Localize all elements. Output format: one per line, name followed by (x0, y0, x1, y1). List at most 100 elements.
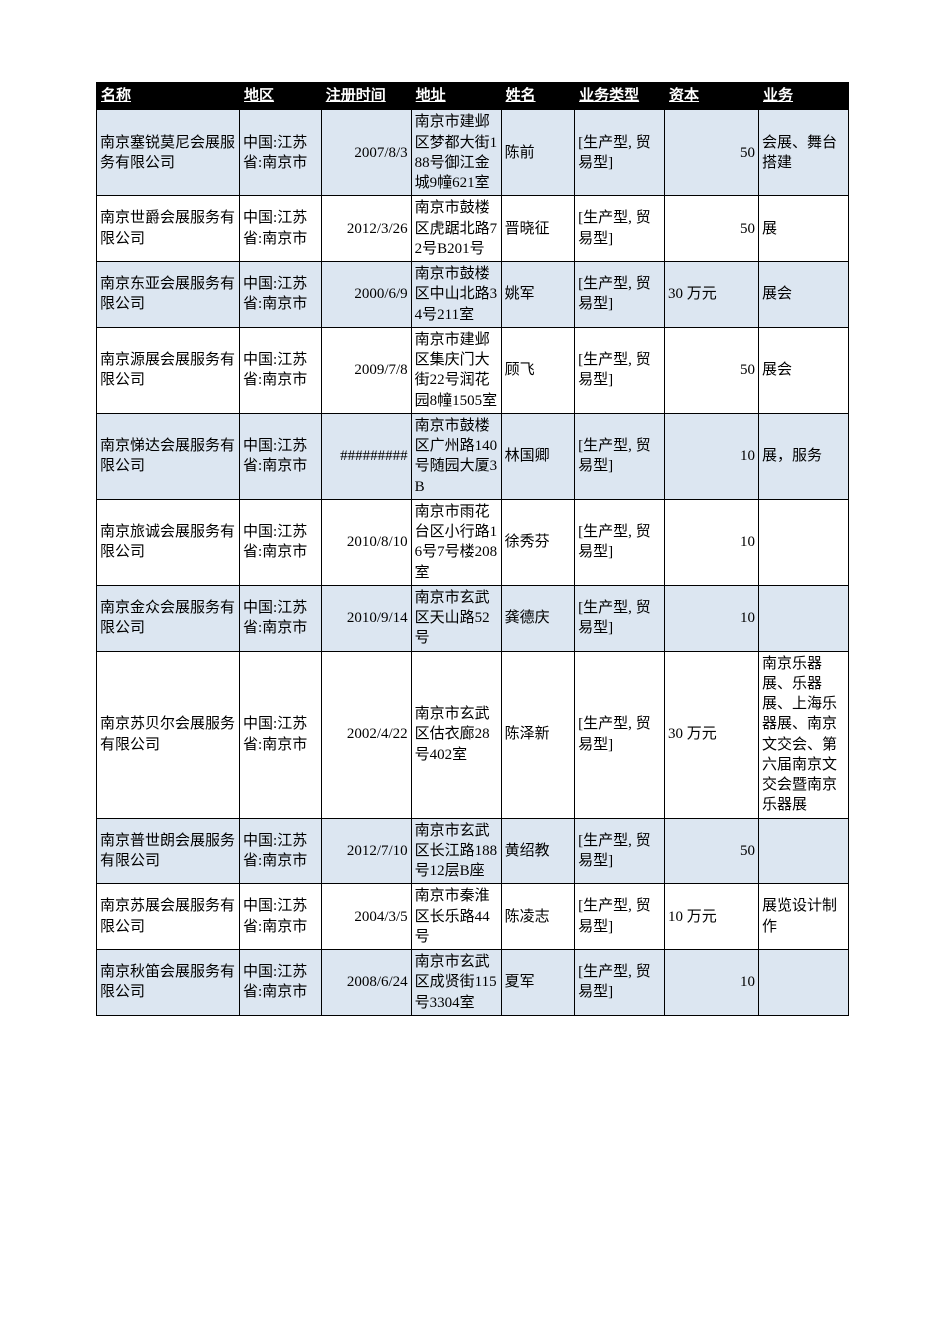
col-header-date: 注册时间 (321, 83, 411, 110)
cell-date: 2008/6/24 (321, 950, 411, 1016)
table-row: 南京苏贝尔会展服务有限公司中国:江苏省:南京市2002/4/22南京市玄武区估衣… (97, 651, 849, 818)
table-row: 南京悌达会展服务有限公司中国:江苏省:南京市#########南京市鼓楼区广州路… (97, 413, 849, 499)
cell-person: 陈前 (501, 110, 575, 196)
cell-region: 中国:江苏省:南京市 (240, 499, 322, 585)
table-body: 南京塞锐莫尼会展服务有限公司中国:江苏省:南京市2007/8/3南京市建邺区梦都… (97, 110, 849, 1016)
cell-date: 2000/6/9 (321, 262, 411, 328)
cell-capital: 50 (665, 196, 759, 262)
cell-name: 南京苏展会展服务有限公司 (97, 884, 240, 950)
table-row: 南京金众会展服务有限公司中国:江苏省:南京市2010/9/14南京市玄武区天山路… (97, 585, 849, 651)
cell-biztype: [生产型, 贸易型] (575, 262, 665, 328)
cell-capital: 10 (665, 413, 759, 499)
cell-biz: 南京乐器展、乐器展、上海乐器展、南京文交会、第六届南京文交会暨南京乐器展 (759, 651, 849, 818)
cell-capital: 10 (665, 950, 759, 1016)
cell-capital: 50 (665, 818, 759, 884)
table-row: 南京世爵会展服务有限公司中国:江苏省:南京市2012/3/26南京市鼓楼区虎踞北… (97, 196, 849, 262)
cell-name: 南京金众会展服务有限公司 (97, 585, 240, 651)
company-table: 名称 地区 注册时间 地址 姓名 业务类型 资本 业务 南京塞锐莫尼会展服务有限… (96, 82, 849, 1016)
cell-biz: 展会 (759, 262, 849, 328)
cell-biztype: [生产型, 贸易型] (575, 651, 665, 818)
cell-person: 晋晓征 (501, 196, 575, 262)
cell-person: 夏军 (501, 950, 575, 1016)
cell-biztype: [生产型, 贸易型] (575, 327, 665, 413)
cell-capital: 10 (665, 585, 759, 651)
cell-date: 2010/8/10 (321, 499, 411, 585)
cell-capital: 10 (665, 499, 759, 585)
cell-person: 徐秀芬 (501, 499, 575, 585)
cell-region: 中国:江苏省:南京市 (240, 413, 322, 499)
table-row: 南京旅诚会展服务有限公司中国:江苏省:南京市2010/8/10南京市雨花台区小行… (97, 499, 849, 585)
cell-region: 中国:江苏省:南京市 (240, 196, 322, 262)
col-header-biztype: 业务类型 (575, 83, 665, 110)
cell-region: 中国:江苏省:南京市 (240, 651, 322, 818)
col-header-name: 名称 (97, 83, 240, 110)
col-header-addr: 地址 (411, 83, 501, 110)
cell-biztype: [生产型, 贸易型] (575, 110, 665, 196)
cell-date: 2002/4/22 (321, 651, 411, 818)
cell-name: 南京秋笛会展服务有限公司 (97, 950, 240, 1016)
cell-region: 中国:江苏省:南京市 (240, 950, 322, 1016)
cell-capital: 30 万元 (665, 262, 759, 328)
cell-date: 2012/3/26 (321, 196, 411, 262)
cell-biztype: [生产型, 贸易型] (575, 884, 665, 950)
cell-person: 陈泽新 (501, 651, 575, 818)
cell-biztype: [生产型, 贸易型] (575, 818, 665, 884)
table-row: 南京秋笛会展服务有限公司中国:江苏省:南京市2008/6/24南京市玄武区成贤街… (97, 950, 849, 1016)
cell-capital: 50 (665, 327, 759, 413)
cell-region: 中国:江苏省:南京市 (240, 884, 322, 950)
col-header-capital: 资本 (665, 83, 759, 110)
cell-biz: 展 (759, 196, 849, 262)
cell-addr: 南京市建邺区梦都大街188号御江金城9幢621室 (411, 110, 501, 196)
cell-biz: 展，服务 (759, 413, 849, 499)
cell-region: 中国:江苏省:南京市 (240, 262, 322, 328)
cell-addr: 南京市玄武区成贤街115号3304室 (411, 950, 501, 1016)
cell-addr: 南京市鼓楼区虎踞北路72号B201号 (411, 196, 501, 262)
cell-addr: 南京市玄武区长江路188号12层B座 (411, 818, 501, 884)
cell-region: 中国:江苏省:南京市 (240, 110, 322, 196)
cell-name: 南京旅诚会展服务有限公司 (97, 499, 240, 585)
col-header-person: 姓名 (501, 83, 575, 110)
cell-date: ######### (321, 413, 411, 499)
cell-addr: 南京市雨花台区小行路16号7号楼208室 (411, 499, 501, 585)
col-header-biz: 业务 (759, 83, 849, 110)
cell-addr: 南京市建邺区集庆门大街22号润花园8幢1505室 (411, 327, 501, 413)
cell-biztype: [生产型, 贸易型] (575, 585, 665, 651)
cell-person: 黄绍教 (501, 818, 575, 884)
cell-addr: 南京市鼓楼区中山北路34号211室 (411, 262, 501, 328)
cell-biz (759, 818, 849, 884)
cell-person: 顾飞 (501, 327, 575, 413)
cell-biz (759, 585, 849, 651)
cell-region: 中国:江苏省:南京市 (240, 585, 322, 651)
cell-name: 南京普世朗会展服务有限公司 (97, 818, 240, 884)
table-row: 南京东亚会展服务有限公司中国:江苏省:南京市2000/6/9南京市鼓楼区中山北路… (97, 262, 849, 328)
cell-addr: 南京市玄武区天山路52号 (411, 585, 501, 651)
cell-name: 南京塞锐莫尼会展服务有限公司 (97, 110, 240, 196)
cell-biztype: [生产型, 贸易型] (575, 196, 665, 262)
cell-person: 林国卿 (501, 413, 575, 499)
cell-person: 陈凌志 (501, 884, 575, 950)
cell-name: 南京世爵会展服务有限公司 (97, 196, 240, 262)
cell-region: 中国:江苏省:南京市 (240, 327, 322, 413)
cell-name: 南京悌达会展服务有限公司 (97, 413, 240, 499)
cell-addr: 南京市玄武区估衣廊28号402室 (411, 651, 501, 818)
header-row: 名称 地区 注册时间 地址 姓名 业务类型 资本 业务 (97, 83, 849, 110)
cell-name: 南京源展会展服务有限公司 (97, 327, 240, 413)
cell-date: 2012/7/10 (321, 818, 411, 884)
cell-biz: 展览设计制作 (759, 884, 849, 950)
table-row: 南京苏展会展服务有限公司中国:江苏省:南京市2004/3/5南京市秦淮区长乐路4… (97, 884, 849, 950)
cell-person: 姚军 (501, 262, 575, 328)
cell-person: 龚德庆 (501, 585, 575, 651)
cell-capital: 50 (665, 110, 759, 196)
cell-biz: 会展、舞台搭建 (759, 110, 849, 196)
cell-name: 南京苏贝尔会展服务有限公司 (97, 651, 240, 818)
cell-capital: 30 万元 (665, 651, 759, 818)
cell-addr: 南京市鼓楼区广州路140号随园大厦3B (411, 413, 501, 499)
cell-biztype: [生产型, 贸易型] (575, 499, 665, 585)
col-header-region: 地区 (240, 83, 322, 110)
table-row: 南京源展会展服务有限公司中国:江苏省:南京市2009/7/8南京市建邺区集庆门大… (97, 327, 849, 413)
cell-biz: 展会 (759, 327, 849, 413)
cell-biz (759, 950, 849, 1016)
cell-date: 2004/3/5 (321, 884, 411, 950)
cell-biztype: [生产型, 贸易型] (575, 413, 665, 499)
cell-date: 2007/8/3 (321, 110, 411, 196)
